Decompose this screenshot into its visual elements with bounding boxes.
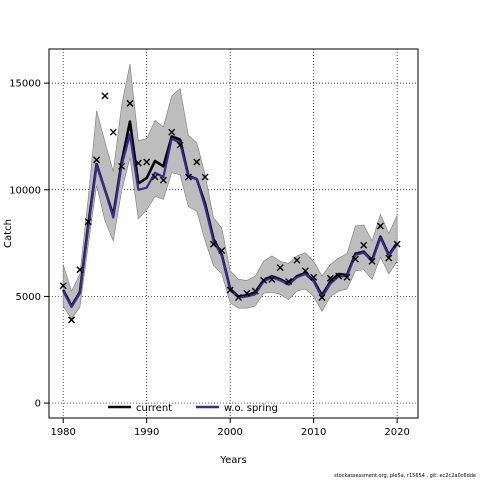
- observed-point: [368, 257, 376, 265]
- legend-label-current: current: [136, 403, 172, 414]
- y-tick-label: 15000: [9, 79, 41, 90]
- y-axis-title: Catch: [3, 219, 14, 248]
- observed-point: [209, 240, 217, 248]
- observed-point: [109, 128, 117, 136]
- observed-point: [260, 276, 268, 284]
- observed-point: [251, 287, 259, 295]
- observed-point: [151, 173, 159, 181]
- observed-point: [193, 158, 201, 166]
- observed-point: [318, 293, 326, 301]
- y-tick-label: 0: [35, 399, 41, 410]
- observed-point: [84, 218, 92, 226]
- observed-point: [301, 267, 309, 275]
- observed-point: [93, 156, 101, 164]
- observed-point: [218, 247, 226, 255]
- observed-point: [184, 173, 192, 181]
- legend: current w.o. spring: [108, 403, 278, 414]
- observed-point: [235, 293, 243, 301]
- observed-point: [276, 264, 284, 272]
- observed-point: [351, 255, 359, 263]
- y-axis: 0 5000 10000 15000: [9, 79, 49, 410]
- observed-point: [68, 316, 76, 324]
- observed-point: [285, 277, 293, 285]
- y-tick-label: 5000: [16, 292, 41, 303]
- observed-point: [310, 273, 318, 281]
- observed-point: [343, 273, 351, 281]
- observed-point: [126, 99, 134, 107]
- observed-point: [243, 289, 251, 297]
- observed-point: [101, 92, 109, 100]
- observed-point: [76, 266, 84, 274]
- observed-point: [159, 176, 167, 184]
- x-axis: 1980 1990 2000 2010 2020: [50, 418, 410, 438]
- x-tick-label: 2020: [384, 427, 409, 438]
- x-axis-title: Years: [219, 455, 246, 466]
- observed-point: [376, 222, 384, 230]
- observed-point: [360, 241, 368, 249]
- observed-point: [293, 256, 301, 264]
- observed-point: [134, 159, 142, 167]
- footer-credit: stockassessment.org, ple5a, r15654 , git…: [334, 473, 476, 479]
- observed-point: [385, 254, 393, 262]
- x-tick-label: 2000: [217, 427, 242, 438]
- observed-point: [326, 274, 334, 282]
- x-tick-label: 1990: [134, 427, 159, 438]
- observed-point: [201, 173, 209, 181]
- observed-points: [59, 92, 401, 324]
- plot-frame: [48, 48, 419, 419]
- x-tick-label: 2010: [301, 427, 326, 438]
- observed-point: [118, 162, 126, 170]
- observed-point: [226, 286, 234, 294]
- observed-point: [59, 282, 67, 290]
- legend-label-wo-spring: w.o. spring: [224, 403, 278, 414]
- observed-point: [143, 158, 151, 166]
- x-tick-label: 1980: [50, 427, 75, 438]
- observed-point: [168, 128, 176, 136]
- y-tick-label: 10000: [9, 185, 41, 196]
- observed-point: [268, 275, 276, 283]
- observed-point: [393, 240, 401, 248]
- observed-point: [176, 141, 184, 149]
- observed-point: [335, 272, 343, 280]
- confidence-band: [62, 63, 398, 320]
